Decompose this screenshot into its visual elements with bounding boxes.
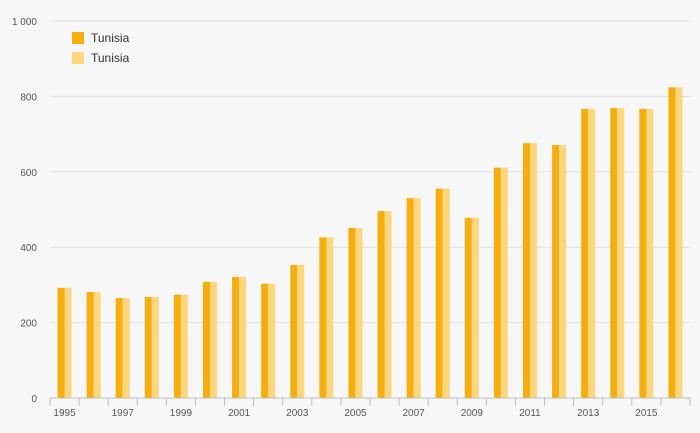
bar-1999-series-1[interactable] xyxy=(173,294,181,398)
bar-2009-series-1[interactable] xyxy=(464,217,472,398)
bar-2010-series-1[interactable] xyxy=(493,167,501,398)
bar-2013-series-1[interactable] xyxy=(581,108,589,398)
bar-1996-series-1[interactable] xyxy=(86,292,94,398)
x-tick-label: 2015 xyxy=(635,408,658,419)
bar-2005-series-2[interactable] xyxy=(355,227,363,398)
bar-2015-series-1[interactable] xyxy=(639,108,647,398)
bar-2010-series-2[interactable] xyxy=(500,167,508,398)
legend-item-series-1[interactable]: Tunisia xyxy=(72,28,129,48)
bar-1997-series-1[interactable] xyxy=(115,298,123,398)
legend-item-series-2[interactable]: Tunisia xyxy=(72,48,129,68)
bar-1999-series-2[interactable] xyxy=(180,294,188,398)
bar-1998-series-1[interactable] xyxy=(144,296,152,398)
bar-2012-series-2[interactable] xyxy=(559,145,567,398)
y-tick-label: 1 000 xyxy=(12,17,37,28)
x-tick-label: 2001 xyxy=(228,408,251,419)
bar-2009-series-2[interactable] xyxy=(471,217,479,398)
bar-2001-series-2[interactable] xyxy=(239,276,247,398)
bar-1998-series-2[interactable] xyxy=(151,296,159,398)
bar-2016-series-1[interactable] xyxy=(668,87,676,399)
bar-2013-series-2[interactable] xyxy=(588,108,596,398)
bar-2000-series-1[interactable] xyxy=(203,281,210,398)
bar-2005-series-1[interactable] xyxy=(348,227,356,398)
bar-2006-series-1[interactable] xyxy=(377,211,385,398)
y-tick-label: 800 xyxy=(20,92,37,103)
bar-1995-series-2[interactable] xyxy=(64,287,72,398)
bar-2014-series-2[interactable] xyxy=(617,108,625,398)
x-tick-label: 1997 xyxy=(112,408,135,419)
y-tick-label: 600 xyxy=(20,168,37,179)
bar-2007-series-1[interactable] xyxy=(406,198,414,398)
bar-2014-series-1[interactable] xyxy=(610,108,618,398)
y-tick-label: 400 xyxy=(20,243,37,254)
bars xyxy=(57,87,683,399)
legend-label-1: Tunisia xyxy=(91,31,130,45)
bar-2008-series-1[interactable] xyxy=(435,188,443,398)
bar-2003-series-2[interactable] xyxy=(297,264,305,398)
legend-label-2: Tunisia xyxy=(91,51,130,65)
x-tick-label: 2003 xyxy=(286,408,309,419)
legend-swatch-1 xyxy=(72,32,84,44)
bar-2007-series-2[interactable] xyxy=(413,198,421,398)
bar-2008-series-2[interactable] xyxy=(442,188,450,398)
x-tick-label: 2007 xyxy=(403,408,426,419)
bar-2000-series-2[interactable] xyxy=(210,281,217,398)
bar-2002-series-2[interactable] xyxy=(268,283,276,398)
bar-2001-series-1[interactable] xyxy=(232,276,240,398)
bar-2015-series-2[interactable] xyxy=(646,108,654,398)
x-tick-label: 2013 xyxy=(577,408,600,419)
bar-1996-series-2[interactable] xyxy=(93,292,101,398)
bar-1995-series-1[interactable] xyxy=(57,287,65,398)
bar-2003-series-1[interactable] xyxy=(290,264,298,398)
bar-2011-series-1[interactable] xyxy=(523,143,530,398)
x-tick-label: 2005 xyxy=(344,408,367,419)
x-axis: 1995 1997 1999 2001 2003 2005 2007 2009 2011 2013… xyxy=(49,397,691,419)
x-tick-label: 2009 xyxy=(461,408,484,419)
legend-swatch-2 xyxy=(72,52,84,64)
bar-2016-series-2[interactable] xyxy=(675,87,683,399)
x-tick-label: 2011 xyxy=(519,408,541,419)
bar-2002-series-1[interactable] xyxy=(261,283,269,398)
x-tick-label: 1999 xyxy=(170,408,193,419)
legend: Tunisia Tunisia xyxy=(72,28,129,68)
y-tick-label: 0 xyxy=(31,394,37,405)
y-tick-label: 200 xyxy=(20,319,37,330)
bar-2004-series-2[interactable] xyxy=(326,237,334,398)
bar-2004-series-1[interactable] xyxy=(319,237,327,398)
bar-2012-series-1[interactable] xyxy=(552,145,560,398)
bar-2011-series-2[interactable] xyxy=(530,143,537,398)
x-tick-label: 1995 xyxy=(53,408,76,419)
bar-2006-series-2[interactable] xyxy=(384,211,392,398)
y-axis: 0 200 400 600 800 1 000 xyxy=(12,17,37,405)
bar-1997-series-2[interactable] xyxy=(122,298,130,398)
